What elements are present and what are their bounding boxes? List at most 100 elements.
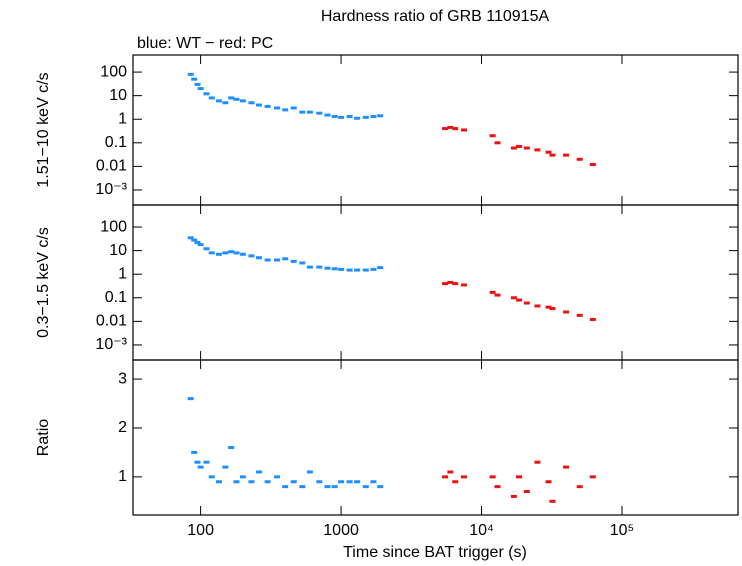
- data-point: [208, 96, 215, 100]
- data-point: [549, 153, 556, 157]
- data-point: [494, 485, 501, 489]
- data-point: [510, 494, 517, 498]
- data-point: [338, 480, 345, 484]
- data-point: [362, 485, 369, 489]
- y-axis-label: Ratio: [35, 419, 52, 456]
- panel-frame: [132, 359, 739, 516]
- data-point: [197, 87, 204, 91]
- x-tick-label: 1000: [323, 522, 359, 539]
- y-tick-label: 3: [118, 370, 127, 387]
- data-point: [290, 106, 297, 110]
- data-point: [233, 251, 240, 255]
- data-point: [264, 104, 271, 108]
- y-tick-label: 100: [100, 63, 127, 80]
- data-point: [324, 266, 331, 270]
- data-point: [316, 480, 323, 484]
- data-point: [370, 267, 377, 271]
- data-point: [516, 298, 523, 302]
- data-point: [589, 317, 596, 321]
- y-tick-label: 100: [100, 218, 127, 235]
- data-point: [442, 127, 449, 131]
- data-point: [516, 144, 523, 148]
- data-point: [197, 243, 204, 247]
- data-point: [370, 480, 377, 484]
- data-point: [248, 101, 255, 105]
- data-point: [354, 268, 361, 272]
- data-point: [447, 470, 454, 474]
- data-point: [187, 72, 194, 76]
- data-point: [282, 108, 289, 112]
- data-point: [346, 268, 353, 272]
- y-tick-label: 0.1: [105, 289, 127, 306]
- data-point: [563, 310, 570, 314]
- data-point: [362, 115, 369, 119]
- data-point: [534, 460, 541, 464]
- data-point: [442, 475, 449, 479]
- data-point: [460, 128, 467, 132]
- data-point: [460, 283, 467, 287]
- data-point: [576, 313, 583, 317]
- data-point: [589, 163, 596, 167]
- chart-title: Hardness ratio of GRB 110915A: [321, 8, 550, 25]
- data-point: [299, 261, 306, 265]
- data-point: [215, 99, 222, 103]
- data-point: [377, 266, 384, 270]
- data-point: [346, 115, 353, 119]
- data-point: [545, 480, 552, 484]
- data-point: [255, 256, 262, 260]
- data-point: [331, 267, 338, 271]
- data-point: [452, 282, 459, 286]
- data-point: [489, 134, 496, 138]
- data-point: [233, 480, 240, 484]
- data-point: [442, 282, 449, 286]
- data-point: [447, 280, 454, 284]
- data-point: [187, 397, 194, 401]
- data-point: [545, 305, 552, 309]
- data-point: [338, 267, 345, 271]
- y-axis-label: 0.3−1.5 keV c/s: [35, 227, 52, 338]
- data-point: [274, 106, 281, 110]
- data-point: [191, 77, 198, 81]
- data-point: [377, 114, 384, 118]
- data-point: [255, 103, 262, 107]
- data-point: [510, 296, 517, 300]
- y-tick-label: 2: [118, 419, 127, 436]
- data-point: [354, 480, 361, 484]
- data-point: [255, 470, 262, 474]
- panel-frame: [132, 54, 739, 206]
- data-point: [282, 485, 289, 489]
- data-point: [324, 113, 331, 117]
- data-point: [338, 115, 345, 119]
- data-point: [306, 470, 313, 474]
- data-point: [248, 254, 255, 258]
- data-point: [331, 485, 338, 489]
- y-tick-label: 0.01: [96, 313, 127, 330]
- data-point: [331, 115, 338, 119]
- data-point: [203, 247, 210, 251]
- data-point: [534, 304, 541, 308]
- data-point: [354, 116, 361, 120]
- y-tick-label: 10: [109, 87, 127, 104]
- data-point: [523, 301, 530, 305]
- data-point: [264, 258, 271, 262]
- data-point: [215, 480, 222, 484]
- data-point: [194, 241, 201, 245]
- data-point: [233, 97, 240, 101]
- data-point: [222, 101, 229, 105]
- data-point: [191, 450, 198, 454]
- data-point: [549, 499, 556, 503]
- data-point: [222, 251, 229, 255]
- data-point: [549, 307, 556, 311]
- data-point: [452, 127, 459, 131]
- data-point: [316, 111, 323, 115]
- data-point: [191, 238, 198, 242]
- data-point: [274, 258, 281, 262]
- panel-frame: [132, 204, 739, 361]
- x-tick-label: 100: [187, 522, 214, 539]
- data-point: [306, 110, 313, 114]
- data-point: [274, 475, 281, 479]
- y-tick-label: 0.01: [96, 158, 127, 175]
- data-point: [306, 265, 313, 269]
- data-point: [316, 265, 323, 269]
